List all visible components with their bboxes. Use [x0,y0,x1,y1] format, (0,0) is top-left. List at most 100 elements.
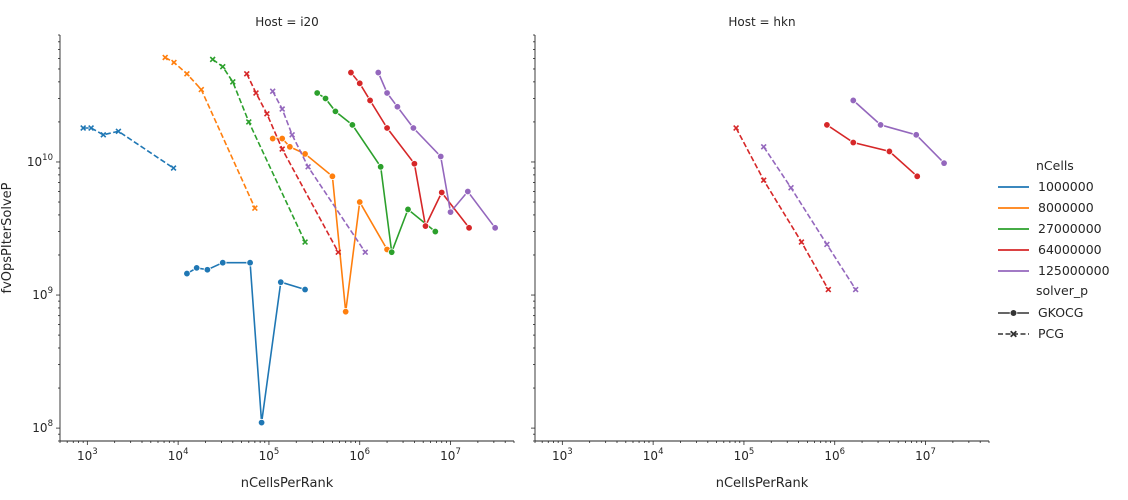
legend-title: nCells [1036,158,1074,173]
data-point [301,285,309,294]
data-point [446,208,455,216]
x-tick-label: 105 [259,447,280,463]
data-point-x [852,286,859,293]
data-point-x [243,70,250,77]
data-point [268,134,277,143]
data-point-x [88,125,95,131]
x-tick-label: 106 [824,447,845,463]
data-point [388,248,396,256]
data-point-x [80,125,87,131]
data-point [383,89,391,97]
data-point [341,307,350,316]
x-tick-label: 103 [552,447,573,463]
data-point-x [100,131,107,138]
data-point [876,121,885,129]
legend-label: 1000000 [1038,179,1094,194]
data-point [183,269,191,278]
data-point [286,143,294,151]
data-point [219,259,227,267]
data-point [366,96,374,105]
data-point [348,121,357,129]
x-tick-label: 106 [349,447,370,463]
series-line [852,99,945,164]
data-point-x [198,86,205,93]
panel-title: Host = hkn [728,15,795,29]
data-point-x [219,63,226,70]
legend-marker [1009,309,1018,317]
data-point [192,264,201,272]
series-line [212,58,306,243]
legend-label: 27000000 [1038,221,1102,236]
data-point-x [263,110,270,117]
series-line [271,90,366,253]
data-point [203,266,212,274]
data-point [912,131,920,139]
data-point [257,418,266,427]
panel-i20: Host = i20 103 104 105 106 107 108 109 1010 [27,15,515,463]
data-point [849,96,857,105]
legend-label: 8000000 [1038,200,1094,215]
y-tick-label: 109 [32,286,53,302]
data-point-x [170,165,177,172]
data-point [356,198,364,206]
legend: nCells 1000000 8000000 27000000 64000000 1250… [998,158,1110,341]
data-point-x [733,125,740,131]
panel-title: Host = i20 [255,15,319,29]
data-point-x [245,118,252,125]
data-point-x [253,90,259,96]
data-point-x [279,106,286,112]
data-point-x [302,239,309,246]
x-axis-label: nCellsPerRank [716,476,809,491]
data-point-x [229,78,236,85]
data-point [301,150,309,158]
series-line [164,56,256,209]
data-point-x [335,249,342,256]
legend-marker [1010,330,1017,338]
data-point-x [788,184,794,191]
series-line [826,124,918,177]
legend-label: GKOCG [1038,305,1083,320]
data-point-x [162,54,169,61]
y-tick-label: 1010 [27,153,53,169]
data-point-x [760,143,767,150]
data-point-x [269,88,276,95]
x-tick-label: 107 [440,447,461,463]
data-point [409,124,418,132]
data-point [356,79,364,88]
data-point-x [362,249,369,256]
data-point [431,227,440,236]
data-point [328,172,337,181]
data-point-x [251,205,258,212]
data-point [347,68,355,77]
data-point-x [289,131,296,138]
data-point [464,187,472,196]
x-tick-label: 103 [77,447,98,463]
data-point [823,121,831,129]
data-point-x [798,239,805,246]
data-point [421,222,430,230]
data-point-x [183,70,190,77]
legend-label: 125000000 [1038,263,1110,278]
data-point [376,163,385,171]
data-point [246,259,254,267]
series-line [763,146,857,290]
legend-label: 64000000 [1038,242,1102,257]
x-axis-label: nCellsPerRank [241,476,334,491]
data-point-x [305,163,312,170]
data-point-x [115,128,122,135]
data-point [438,188,446,197]
data-point [331,107,340,116]
data-point-x [760,177,767,184]
data-point [410,160,419,168]
data-point [885,147,894,156]
data-point-x [171,59,177,66]
data-point [491,224,499,232]
series-line [186,261,306,423]
data-point [374,68,382,77]
legend-label: PCG [1038,326,1064,341]
data-point [277,278,285,286]
panel-hkn: Host = hkn 103 104 105 106 107 [531,15,990,463]
legend-title: solver_p [1036,283,1088,298]
data-point [321,94,330,103]
